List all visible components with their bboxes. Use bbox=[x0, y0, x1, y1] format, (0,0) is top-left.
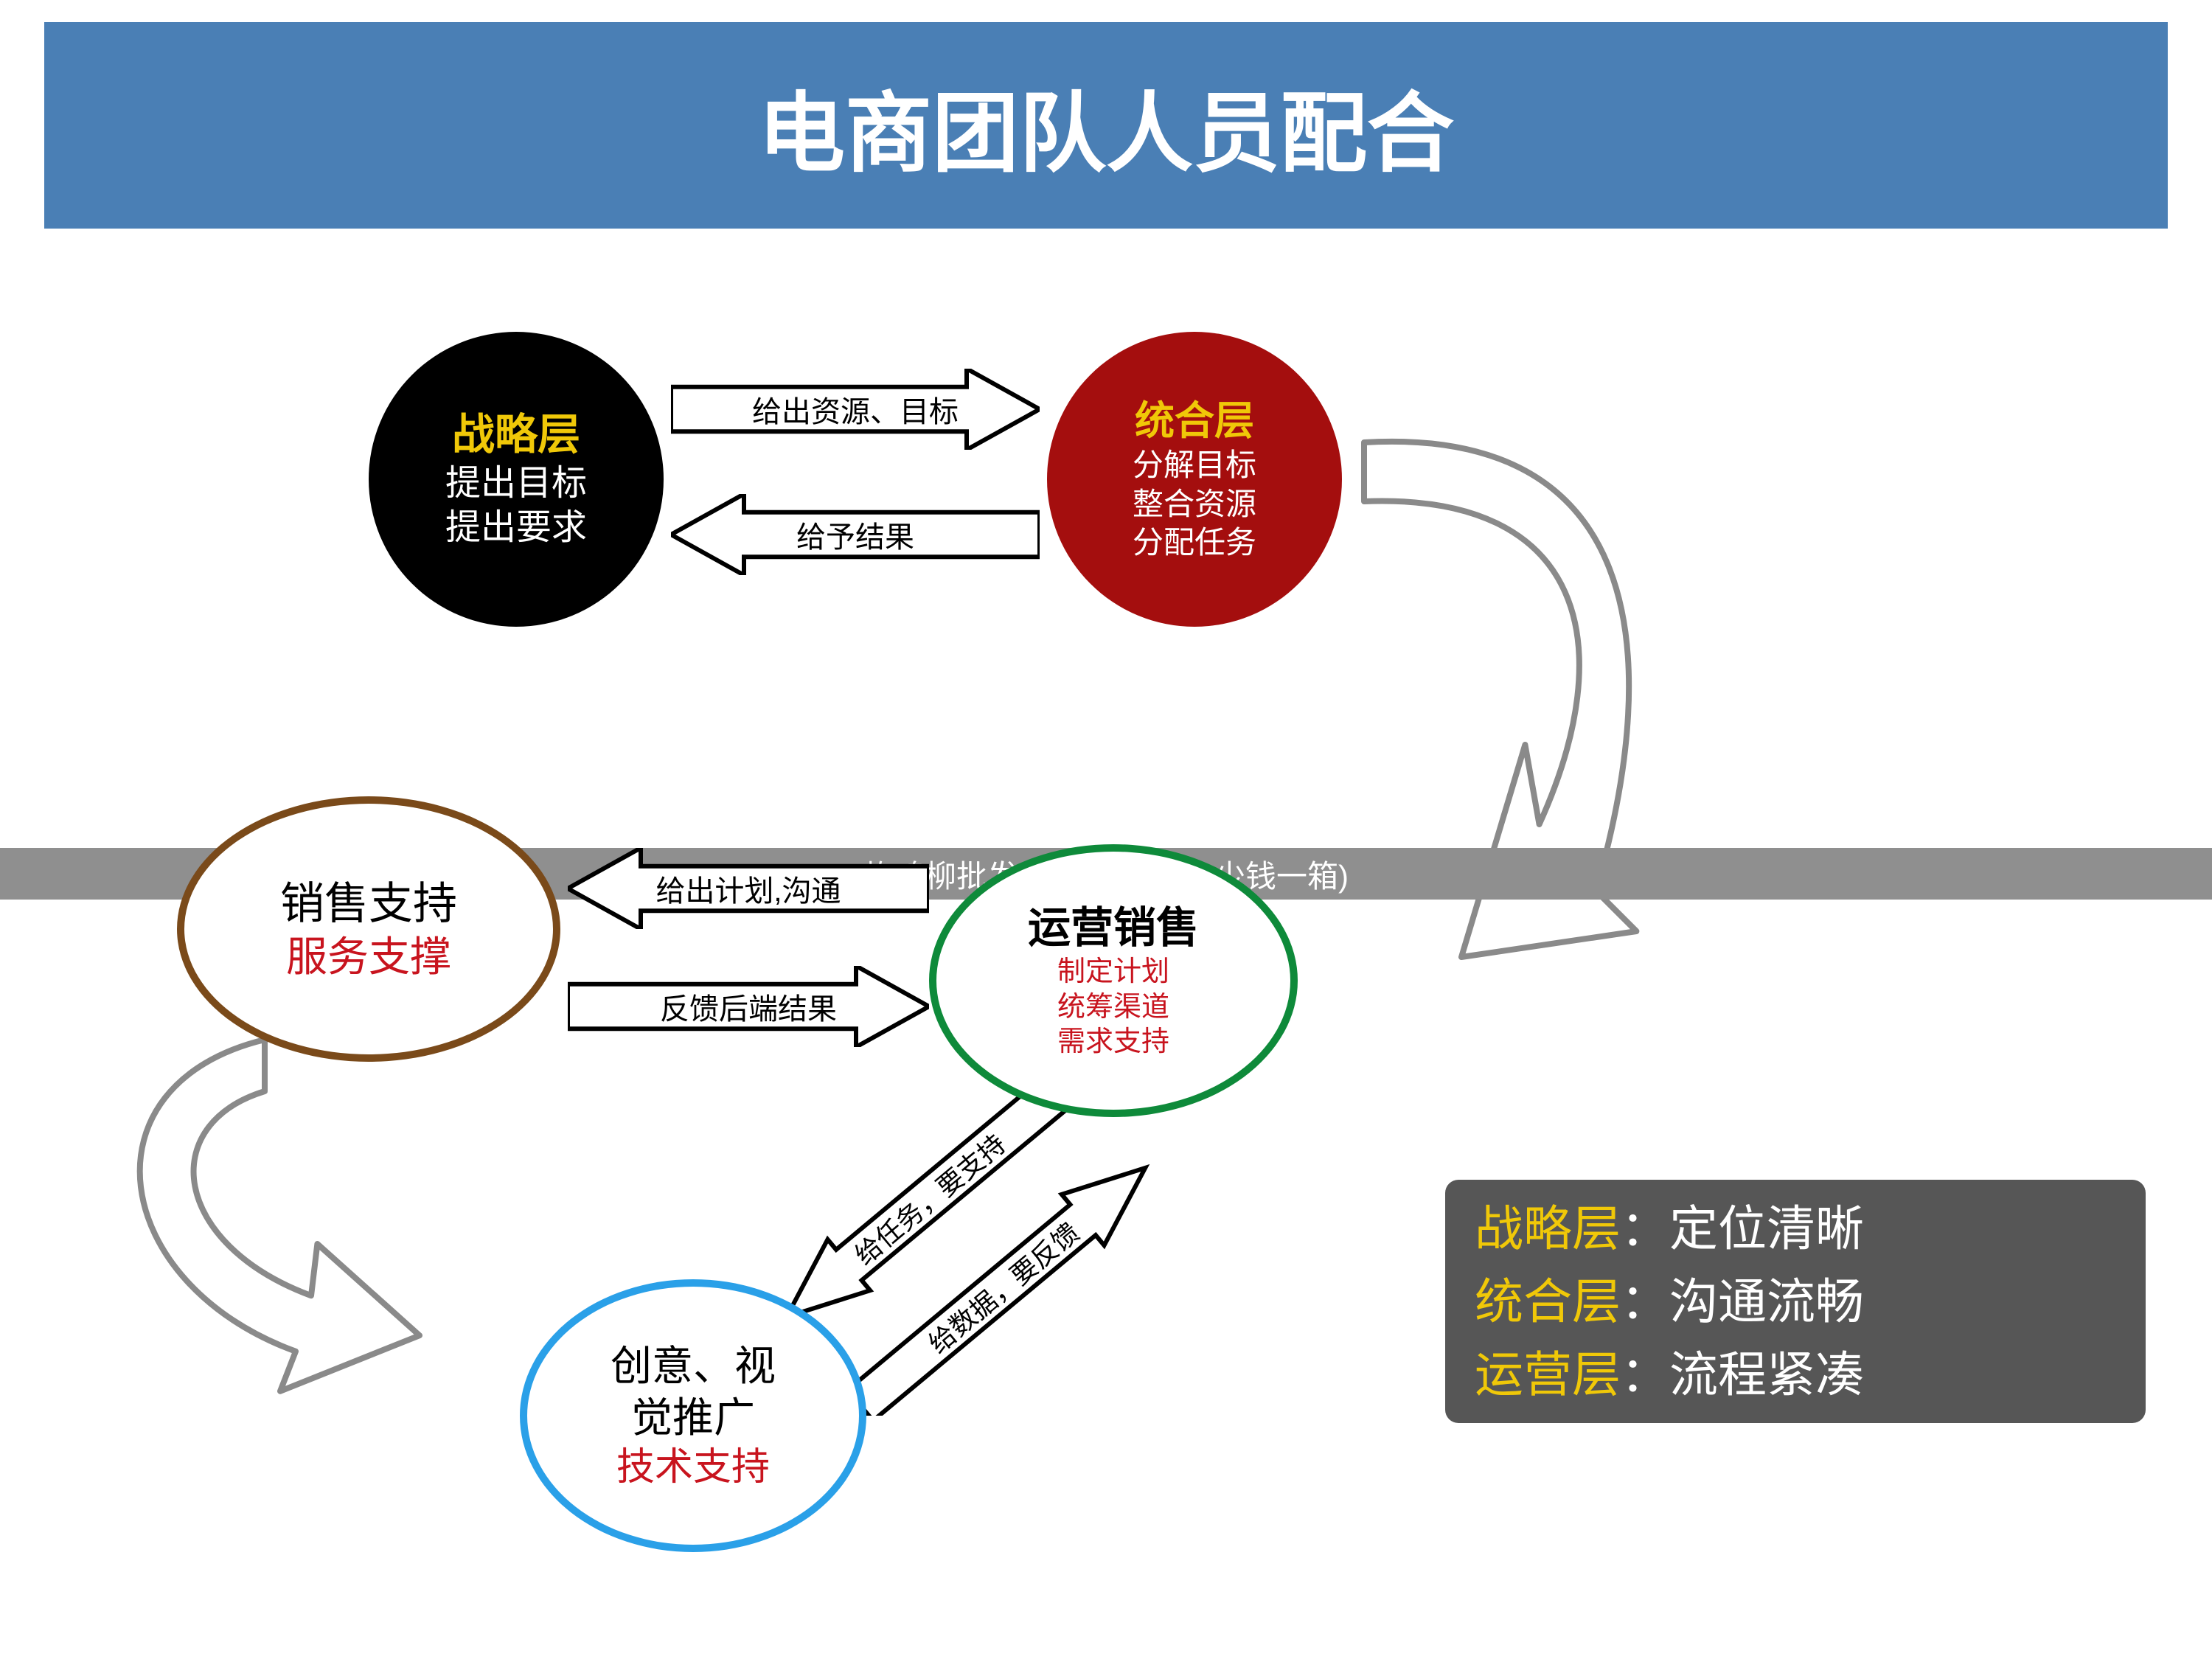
title-bar: 电商团队人员配合 bbox=[44, 22, 2168, 229]
legend-row: 战略层：定位清晰 bbox=[1475, 1192, 2116, 1265]
node-sales-support: 销售支持服务支撑 bbox=[177, 796, 560, 1062]
node-text: 运营销售 bbox=[1028, 902, 1199, 956]
curved-arrow-support-to-creative bbox=[125, 1025, 435, 1423]
arrow-give-results: 给予结果 bbox=[671, 494, 1040, 575]
legend-key: 战略层 bbox=[1475, 1192, 1621, 1265]
node-text: 提出要求 bbox=[445, 506, 587, 550]
arrow-give-plan: 给出计划,沟通 bbox=[568, 848, 929, 929]
legend-val: 沟通流畅 bbox=[1669, 1265, 1864, 1338]
node-text: 统筹渠道 bbox=[1057, 990, 1169, 1026]
node-text: 创意、视 bbox=[611, 1340, 776, 1392]
node-text: 统合层 bbox=[1135, 397, 1254, 447]
arrow-label: 反馈后端结果 bbox=[660, 985, 837, 1028]
arrow-feedback-backend: 反馈后端结果 bbox=[568, 966, 929, 1047]
arrow-data-feedback: 给数据，要反馈 bbox=[848, 1158, 1158, 1416]
legend-row: 统合层：沟通流畅 bbox=[1475, 1265, 2116, 1338]
arrow-label: 给出资源、目标 bbox=[752, 388, 959, 431]
legend-sep: ： bbox=[1621, 1265, 1669, 1338]
curved-arrow-integrate-to-ops bbox=[1320, 413, 1674, 1077]
legend-key: 运营层 bbox=[1475, 1338, 1621, 1411]
legend-sep: ： bbox=[1621, 1338, 1669, 1411]
legend-row: 运营层：流程紧凑 bbox=[1475, 1338, 2116, 1411]
node-ops-sales: 运营销售制定计划统筹渠道需求支持 bbox=[929, 844, 1298, 1117]
legend-sep: ： bbox=[1621, 1192, 1669, 1265]
node-text: 需求支持 bbox=[1057, 1025, 1169, 1060]
legend-box: 战略层：定位清晰统合层：沟通流畅运营层：流程紧凑 bbox=[1445, 1180, 2146, 1423]
arrow-label: 给出计划,沟通 bbox=[655, 867, 841, 910]
node-text: 服务支撑 bbox=[286, 931, 451, 983]
legend-val: 定位清晰 bbox=[1669, 1192, 1864, 1265]
arrow-label: 给予结果 bbox=[796, 513, 914, 556]
title-text: 电商团队人员配合 bbox=[758, 63, 1454, 189]
node-text: 整合资源 bbox=[1133, 485, 1256, 524]
node-text: 战略层 bbox=[452, 408, 580, 462]
node-text: 技术支持 bbox=[616, 1444, 770, 1492]
node-text: 分配任务 bbox=[1133, 524, 1256, 563]
node-strategy: 战略层提出目标提出要求 bbox=[369, 332, 664, 627]
node-text: 觉推广 bbox=[631, 1392, 755, 1444]
node-text: 销售支持 bbox=[280, 876, 457, 931]
node-creative: 创意、视觉推广技术支持 bbox=[520, 1279, 866, 1552]
legend-val: 流程紧凑 bbox=[1669, 1338, 1864, 1411]
diagram-canvas: 电商团队人员配合 炸鸡柳批发(炸鸡柳批发多少钱一箱) 给出资源、目标 给予结果 … bbox=[0, 0, 2212, 1659]
node-integrate: 统合层分解目标整合资源分配任务 bbox=[1047, 332, 1342, 627]
node-text: 分解目标 bbox=[1133, 446, 1256, 485]
node-text: 提出目标 bbox=[445, 462, 587, 506]
legend-key: 统合层 bbox=[1475, 1265, 1621, 1338]
node-text: 制定计划 bbox=[1057, 955, 1169, 990]
arrow-resources-targets: 给出资源、目标 bbox=[671, 369, 1040, 450]
